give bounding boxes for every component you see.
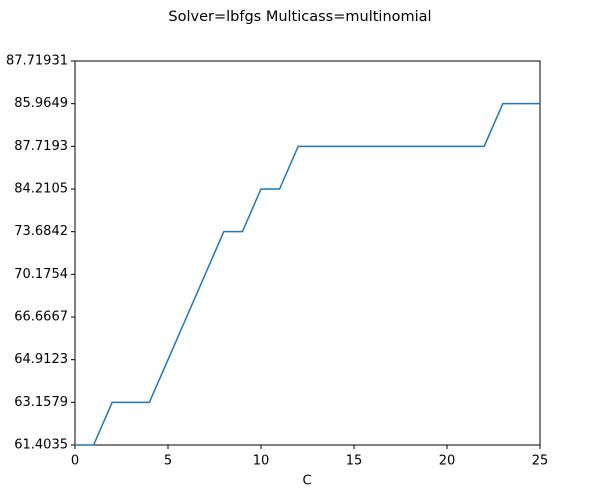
data-line — [75, 102, 540, 446]
y-tick-label: 85.9649 — [14, 96, 68, 111]
y-tick-label: 70.1754 — [14, 267, 68, 282]
x-tick-label: 10 — [253, 454, 270, 469]
y-tick-label: 63.1579 — [14, 395, 68, 410]
y-tick-label: 84.2105 — [14, 182, 68, 197]
x-axis-label: C — [302, 474, 311, 489]
x-tick-label: 15 — [346, 454, 363, 469]
chart-title: Solver=lbfgs Multicass=multinomial — [168, 9, 431, 25]
y-tick-label: 61.4035 — [14, 438, 68, 453]
x-tick-label: 20 — [439, 454, 456, 469]
y-tick-label: 73.6842 — [14, 224, 68, 239]
x-tick-label: 0 — [71, 454, 79, 469]
x-tick-label: 5 — [164, 454, 172, 469]
y-tick-label: 87.7193 — [14, 139, 68, 154]
y-tick-label: 66.6667 — [14, 310, 68, 325]
plot-frame — [74, 60, 541, 446]
y-tick-label: 87.71931 — [6, 54, 68, 69]
x-tick-label: 25 — [532, 454, 549, 469]
y-tick-label: 64.9123 — [14, 352, 68, 367]
